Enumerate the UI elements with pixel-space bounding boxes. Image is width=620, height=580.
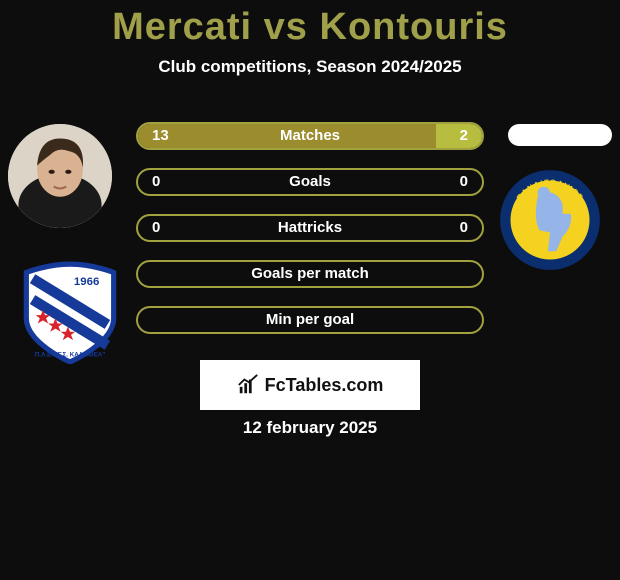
- svg-text:1966: 1966: [74, 276, 99, 288]
- brand-box: FcTables.com: [200, 360, 420, 410]
- chart-icon: [237, 374, 259, 396]
- page-subtitle: Club competitions, Season 2024/2025: [0, 57, 620, 77]
- stat-pill: Min per goal: [136, 306, 484, 334]
- stat-label: Matches: [138, 124, 482, 148]
- stat-pill: 132Matches: [136, 122, 484, 150]
- date-text: 12 february 2025: [0, 418, 620, 438]
- stat-pill: 00Goals: [136, 168, 484, 196]
- stat-pill: Goals per match: [136, 260, 484, 288]
- stat-pill-area: 132Matches 00Goals 00Hattricks Goals per ma…: [136, 122, 484, 352]
- stat-label: Goals per match: [138, 262, 482, 286]
- club-right-badge: ΠΑΝΑΙΤΩΛΙΚΟΣ: [498, 168, 602, 272]
- player-left-avatar: [8, 124, 112, 228]
- player-right-avatar: [508, 124, 612, 146]
- club-left-badge: 1966 Π.Α.Ε. "Γ.Σ. ΚΑΛΛΙΘΕΑ": [18, 260, 122, 364]
- stat-label: Goals: [138, 170, 482, 194]
- page-title: Mercati vs Kontouris: [0, 0, 620, 49]
- svg-text:Π.Α.Ε. "Γ.Σ. ΚΑΛΛΙΘΕΑ": Π.Α.Ε. "Γ.Σ. ΚΑΛΛΙΘΕΑ": [35, 352, 106, 359]
- brand-text: FcTables.com: [265, 375, 384, 396]
- stat-label: Hattricks: [138, 216, 482, 240]
- stat-pill: 00Hattricks: [136, 214, 484, 242]
- stat-label: Min per goal: [138, 308, 482, 332]
